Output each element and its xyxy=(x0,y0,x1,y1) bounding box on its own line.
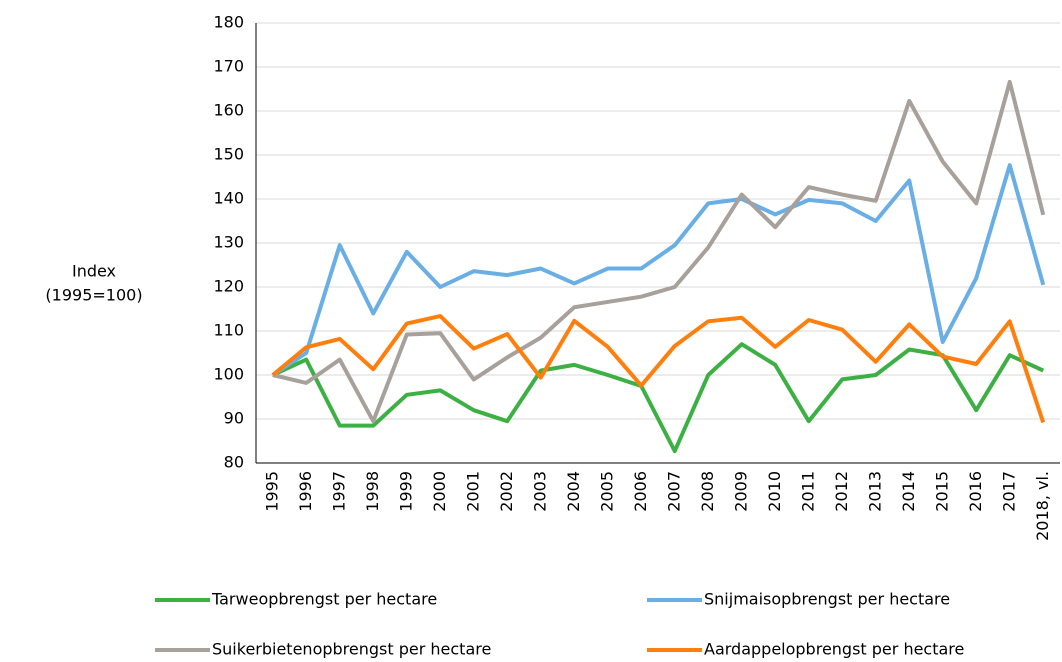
x-tick-label: 1998 xyxy=(363,471,382,512)
x-tick-label: 1996 xyxy=(296,471,315,512)
legend-label: Suikerbietenopbrengst per hectare xyxy=(212,640,491,659)
x-tick-label: 2005 xyxy=(597,471,616,512)
legend-label: Snijmaisopbrengst per hectare xyxy=(704,590,950,609)
y-tick-label: 180 xyxy=(213,13,244,32)
x-tick-label: 2007 xyxy=(664,471,683,512)
x-tick-label: 2001 xyxy=(463,471,482,512)
x-tick-label: 2003 xyxy=(530,471,549,512)
x-tick-label: 2016 xyxy=(966,471,985,512)
y-axis-label: Index xyxy=(72,262,116,281)
y-tick-label: 130 xyxy=(213,233,244,252)
x-tick-label: 2013 xyxy=(865,471,884,512)
x-tick-label: 2010 xyxy=(765,471,784,512)
legend-label: Tarweopbrengst per hectare xyxy=(211,590,437,609)
series-line xyxy=(272,79,1046,424)
y-tick-label: 100 xyxy=(213,365,244,384)
y-axis-label: (1995=100) xyxy=(45,286,142,305)
y-tick-label: 150 xyxy=(213,145,244,164)
y-tick-label: 120 xyxy=(213,277,244,296)
x-tick-label: 2004 xyxy=(564,471,583,512)
x-tick-label: 2009 xyxy=(731,471,750,512)
series-line xyxy=(271,342,1045,454)
x-tick-label: 2017 xyxy=(999,471,1018,512)
x-tick-label: 2000 xyxy=(430,471,449,512)
y-tick-label: 110 xyxy=(213,321,244,340)
x-tick-label: 2008 xyxy=(698,471,717,512)
x-tick-label: 2015 xyxy=(932,471,951,512)
y-tick-label: 140 xyxy=(213,189,244,208)
y-tick-label: 170 xyxy=(213,57,244,76)
series-line xyxy=(271,163,1046,377)
x-tick-label: 2014 xyxy=(899,471,918,512)
x-tick-label: 2006 xyxy=(631,471,650,512)
series-line xyxy=(271,314,1046,424)
x-tick-label: 1997 xyxy=(329,471,348,512)
x-tick-label: 2018, vl. xyxy=(1033,471,1052,541)
y-tick-label: 160 xyxy=(213,101,244,120)
x-tick-label: 2002 xyxy=(497,471,516,512)
x-tick-label: 2011 xyxy=(798,471,817,512)
x-tick-label: 1999 xyxy=(396,471,415,512)
y-tick-label: 80 xyxy=(224,453,244,472)
legend-label: Aardappelopbrengst per hectare xyxy=(704,640,964,659)
y-tick-label: 90 xyxy=(224,409,244,428)
x-tick-label: 1995 xyxy=(262,471,281,512)
x-tick-label: 2012 xyxy=(832,471,851,512)
